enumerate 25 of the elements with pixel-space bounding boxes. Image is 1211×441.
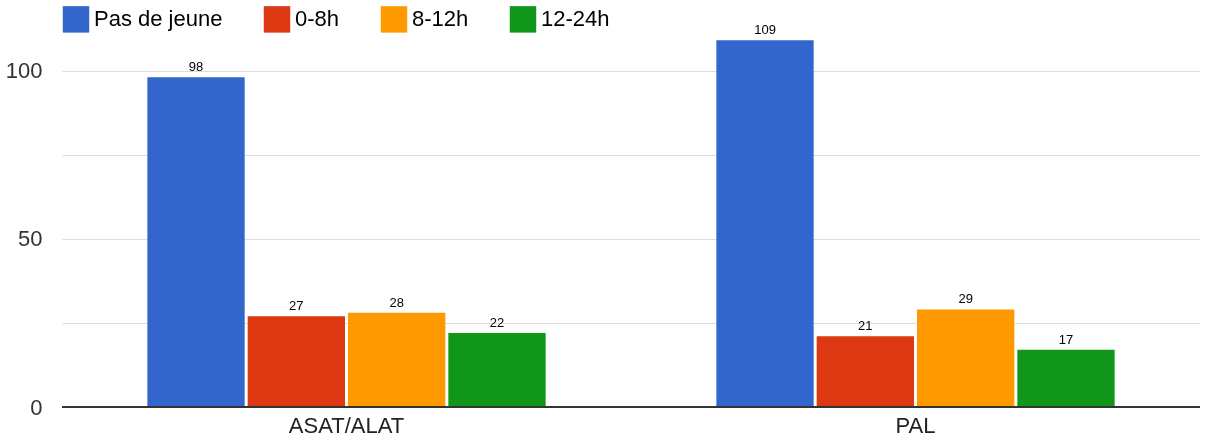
bar [1017, 349, 1115, 407]
bar [816, 336, 914, 407]
data-label: 22 [489, 315, 505, 330]
data-label: 98 [188, 59, 204, 75]
data-label: 27 [289, 298, 304, 314]
bar [917, 309, 1015, 407]
y-tick-label: 100 [5, 58, 43, 84]
legend-label: 12-24h [541, 6, 610, 32]
data-label: 29 [958, 291, 973, 307]
data-label: 21 [858, 318, 873, 334]
x-tick-label: ASAT/ALAT [288, 412, 405, 438]
legend-label: 0-8h [295, 6, 340, 32]
bar [348, 312, 446, 407]
x-tick-label: PAL [895, 412, 936, 438]
data-label: 28 [389, 294, 404, 310]
bar [448, 333, 546, 407]
y-tick-label: 0 [30, 394, 43, 420]
bar [147, 77, 245, 407]
data-label: 109 [754, 22, 776, 38]
y-tick-label: 50 [18, 226, 43, 252]
legend-label: Pas de jeune [94, 6, 223, 32]
bar [716, 40, 814, 407]
bar [247, 316, 345, 407]
data-label: 17 [1058, 331, 1074, 347]
legend-label: 8-12h [412, 6, 469, 32]
